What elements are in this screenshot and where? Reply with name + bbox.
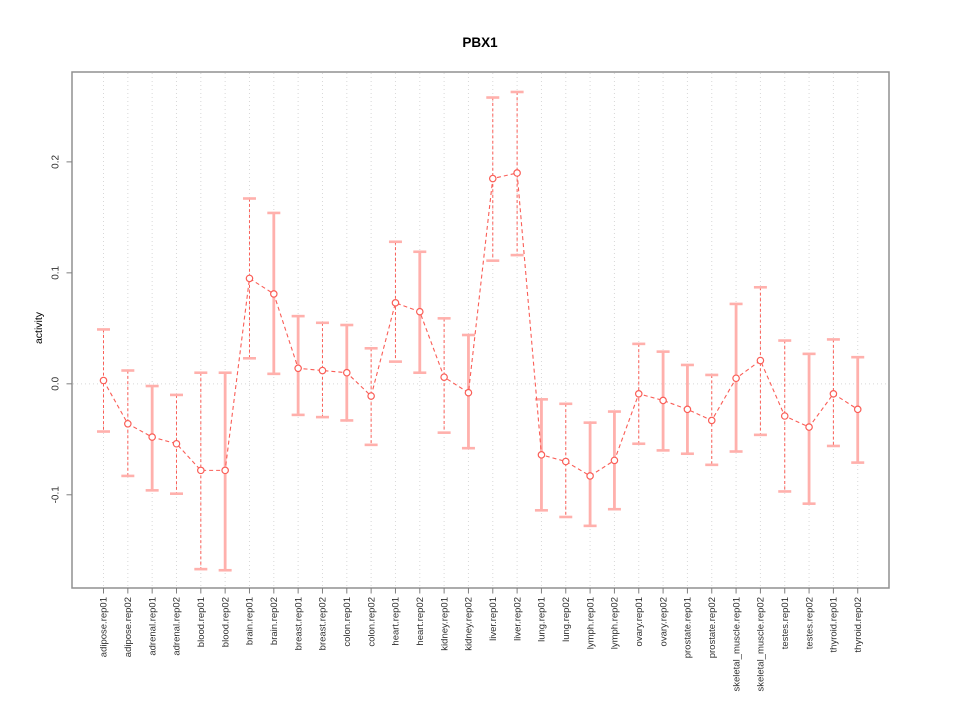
x-tick-label: prostate.rep02 (707, 597, 718, 658)
x-tick-label: brain.rep02 (269, 597, 280, 645)
data-points-layer (99, 169, 862, 480)
data-point (780, 412, 789, 420)
x-tick-label: kidney.rep02 (464, 597, 475, 651)
data-point (756, 356, 765, 365)
x-tick-label: brain.rep01 (245, 597, 256, 645)
data-point (659, 396, 667, 405)
error-bars-layer (97, 90, 865, 572)
data-point (367, 392, 375, 400)
data-point (391, 299, 400, 307)
x-tick-label: lung.rep02 (561, 597, 572, 642)
data-point (124, 419, 132, 428)
gridlines-layer (73, 73, 888, 587)
data-point (270, 290, 278, 298)
data-point (294, 364, 302, 373)
x-tick-label: adrenal.rep02 (172, 597, 183, 656)
x-tick-label: liver.rep02 (512, 597, 523, 641)
data-point (707, 416, 716, 425)
axis-labels-layer: adipose.rep01 adipose.rep02 adrenal.rep01 a… (51, 154, 864, 691)
y-tick-label: 0.0 (51, 376, 62, 390)
x-tick-label: heart.rep02 (415, 597, 426, 646)
data-point (610, 456, 619, 465)
x-tick-label: testes.rep01 (780, 597, 791, 649)
data-point (805, 423, 813, 431)
x-tick-label: blood.rep01 (196, 597, 207, 647)
data-point (683, 405, 692, 414)
x-tick-label: skeletal_muscle.rep02 (756, 597, 767, 692)
plot-frame-layer (66, 71, 890, 594)
x-tick-label: thyroid.rep02 (853, 597, 864, 652)
y-tick-label: 0.1 (51, 265, 62, 279)
data-point (99, 376, 108, 385)
x-tick-label: lymph.rep02 (610, 597, 621, 649)
y-tick-label: -0.1 (51, 486, 62, 504)
data-point (464, 388, 473, 397)
data-point (537, 451, 546, 459)
x-tick-label: blood.rep02 (220, 597, 231, 647)
x-tick-label: thyroid.rep01 (829, 597, 840, 652)
series-line-layer (103, 172, 859, 477)
x-tick-label: breast.rep02 (318, 597, 329, 650)
x-tick-label: colon.rep01 (342, 597, 353, 647)
data-point (342, 368, 351, 377)
x-tick-label: liver.rep01 (488, 597, 499, 641)
data-point (561, 457, 570, 466)
chart-title: PBX1 (462, 35, 498, 50)
x-tick-label: prostate.rep01 (683, 597, 694, 658)
data-point (586, 472, 594, 480)
x-tick-label: skeletal_muscle.rep01 (731, 597, 742, 692)
data-point (148, 433, 156, 441)
x-tick-label: lung.rep01 (537, 597, 548, 642)
x-tick-label: kidney.rep01 (439, 597, 450, 651)
series-line (103, 172, 859, 477)
data-point (513, 169, 521, 177)
data-point (732, 374, 740, 383)
y-axis-label: activity (33, 311, 45, 344)
x-tick-label: ovary.rep02 (658, 597, 669, 646)
data-point (829, 390, 838, 398)
data-point (853, 405, 862, 414)
x-tick-label: breast.rep01 (293, 597, 304, 650)
data-point (221, 466, 229, 475)
x-tick-label: heart.rep01 (391, 597, 402, 646)
x-tick-label: testes.rep02 (804, 597, 815, 649)
data-point (197, 466, 205, 475)
x-tick-label: lymph.rep01 (585, 597, 596, 649)
x-tick-label: adipose.rep01 (99, 597, 110, 657)
data-point (488, 174, 497, 183)
y-tick-label: 0.2 (51, 154, 62, 168)
data-point (245, 274, 254, 283)
data-point (634, 390, 643, 398)
plot-box (71, 71, 890, 589)
x-tick-label: adipose.rep02 (123, 597, 134, 657)
data-point (318, 366, 327, 375)
data-point (172, 439, 181, 448)
x-tick-label: adrenal.rep01 (147, 597, 158, 656)
x-tick-label: colon.rep02 (366, 597, 377, 647)
x-tick-label: ovary.rep01 (634, 597, 645, 646)
data-point (415, 307, 424, 316)
data-point (440, 373, 448, 381)
